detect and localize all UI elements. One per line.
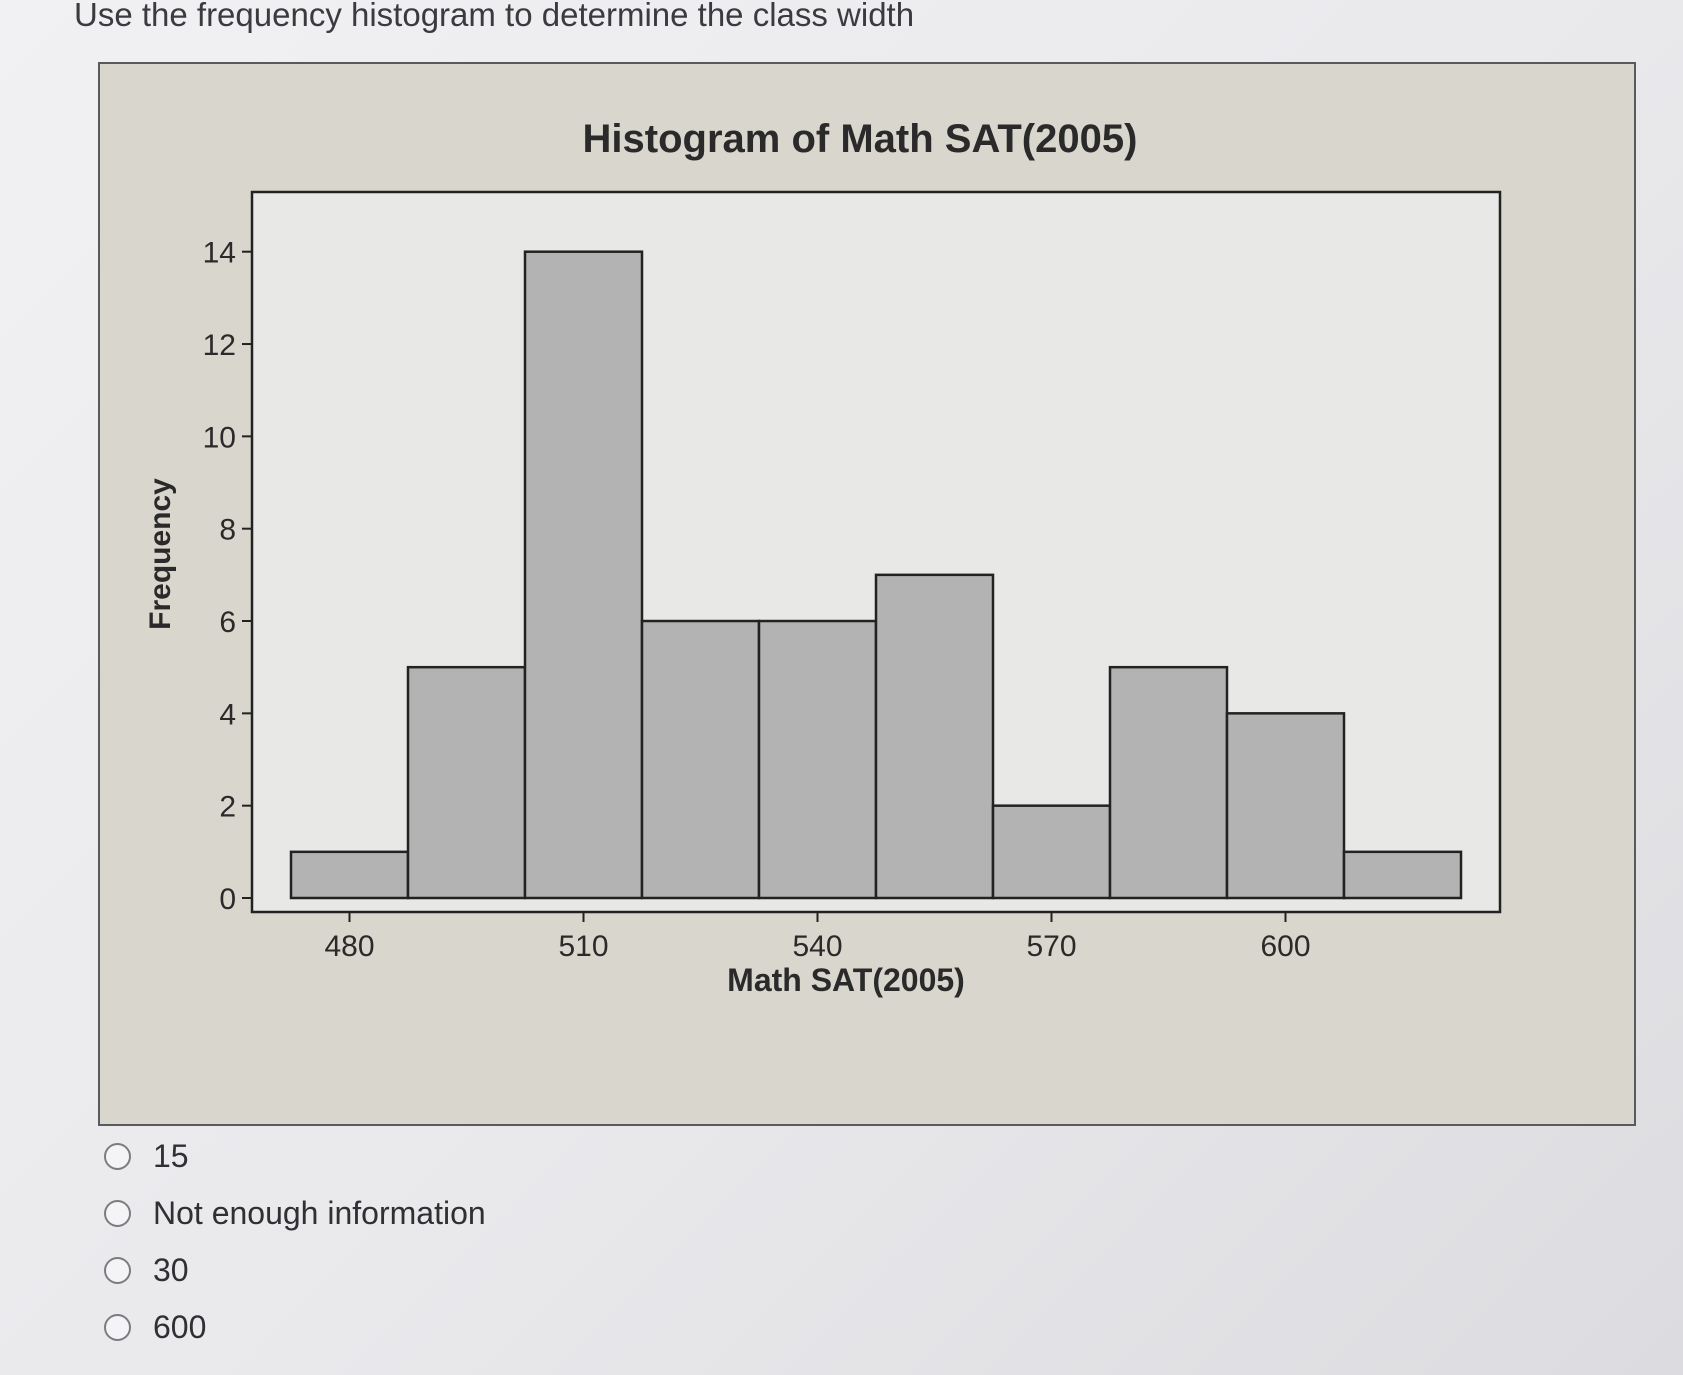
radio-button[interactable] (104, 1143, 131, 1170)
y-tick-label: 0 (219, 883, 236, 916)
histogram-bar (406, 665, 527, 900)
y-tick-label: 10 (203, 421, 236, 454)
y-axis-label: Frequency (144, 478, 177, 630)
histogram-bar (523, 250, 644, 900)
option-not-enough-information[interactable]: Not enough information (104, 1185, 486, 1242)
x-axis-label: Math SAT(2005) (727, 962, 965, 998)
option-label: 15 (153, 1138, 189, 1174)
y-tick-label: 14 (203, 237, 236, 270)
radio-button[interactable] (104, 1314, 131, 1341)
radio-button[interactable] (104, 1257, 131, 1284)
option-label: 600 (153, 1309, 207, 1345)
y-tick-label: 6 (219, 606, 236, 639)
option-600[interactable]: 600 (104, 1299, 486, 1356)
histogram-bar (289, 850, 410, 900)
x-tick-label: 480 (324, 930, 374, 963)
x-tick-label: 510 (558, 930, 608, 963)
option-30[interactable]: 30 (104, 1242, 486, 1299)
option-15[interactable]: 15 (104, 1128, 486, 1185)
y-tick-label: 2 (219, 791, 236, 824)
answer-options: 15 Not enough information 30 600 (104, 1128, 486, 1356)
y-tick-label: 4 (219, 698, 236, 731)
histogram-bar (874, 573, 995, 900)
option-label: Not enough information (153, 1195, 486, 1231)
histogram-figure: Histogram of Math SAT(2005) 0 2 4 6 8 10 12 14 … (98, 62, 1636, 1126)
histogram-chart: Histogram of Math SAT(2005) 02468101214 … (144, 117, 1502, 998)
option-label: 30 (153, 1252, 189, 1288)
y-tick-label: 12 (203, 329, 236, 362)
histogram-bar (757, 619, 878, 900)
histogram-bar (1342, 850, 1463, 900)
histogram-bar (991, 804, 1112, 900)
radio-button[interactable] (104, 1200, 131, 1227)
y-tick-label: 8 (219, 514, 236, 547)
histogram-bar (640, 619, 761, 900)
x-tick-label: 540 (792, 930, 842, 963)
question-text: Use the frequency histogram to determine… (74, 0, 915, 33)
chart-title: Histogram of Math SAT(2005) (583, 117, 1138, 161)
x-tick-label: 570 (1026, 930, 1076, 963)
histogram-bar (1108, 665, 1229, 900)
histogram-bar (1225, 712, 1346, 900)
x-tick-label: 600 (1260, 930, 1310, 963)
